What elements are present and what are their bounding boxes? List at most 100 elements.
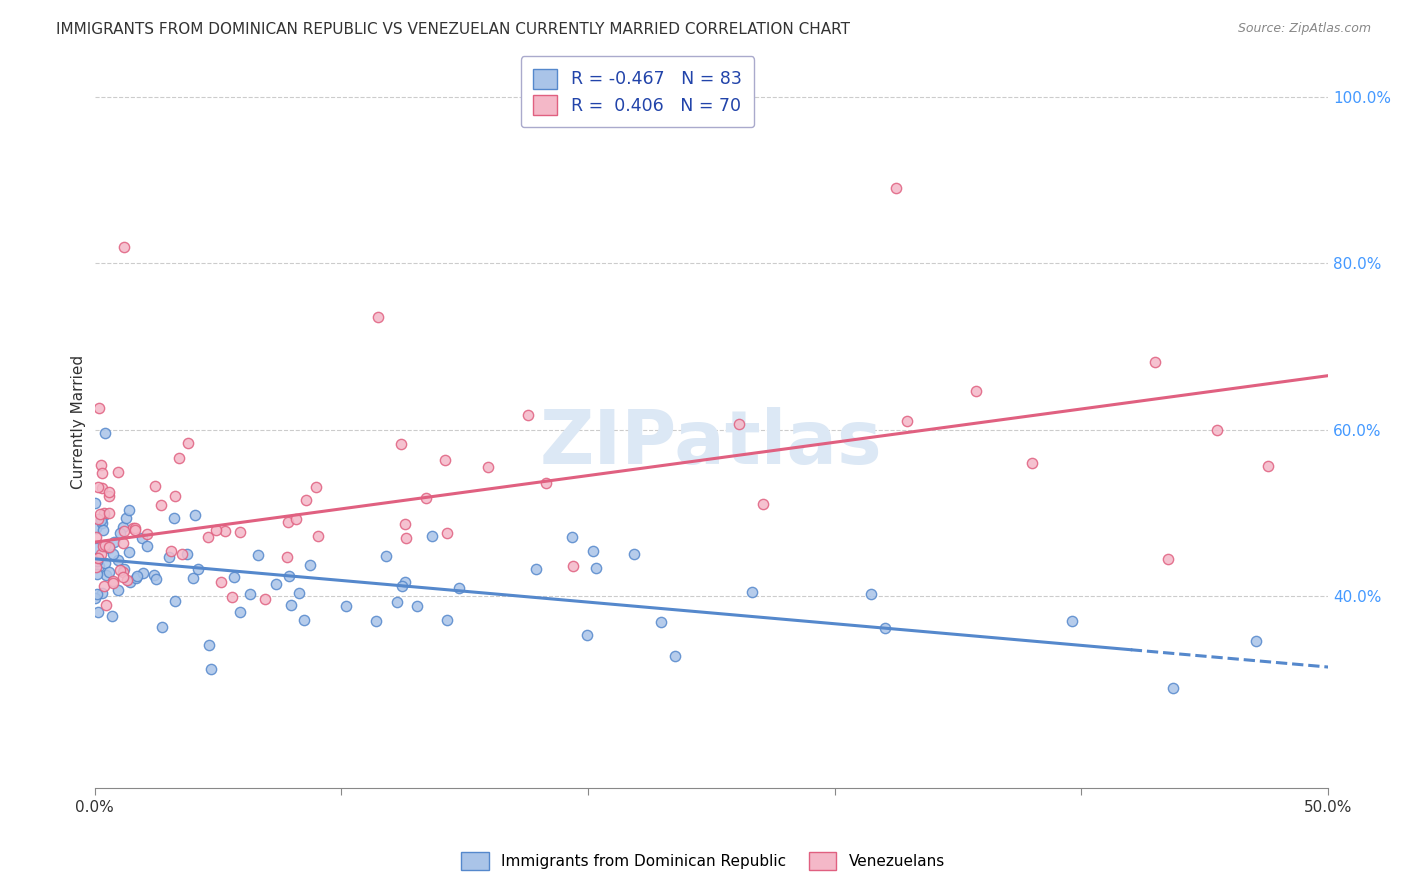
Point xyxy=(335,599,357,613)
Point xyxy=(741,585,763,599)
Point xyxy=(84,591,107,605)
Point xyxy=(112,562,135,576)
Point xyxy=(280,598,302,612)
Point xyxy=(177,436,200,450)
Point xyxy=(131,566,153,580)
Point xyxy=(160,544,183,558)
Point xyxy=(221,591,243,605)
Point xyxy=(98,540,121,554)
Text: IMMIGRANTS FROM DOMINICAN REPUBLIC VS VENEZUELAN CURRENTLY MARRIED CORRELATION C: IMMIGRANTS FROM DOMINICAN REPUBLIC VS VE… xyxy=(56,22,851,37)
Point xyxy=(1021,456,1043,470)
Point xyxy=(167,450,190,465)
Point xyxy=(110,563,132,577)
Point xyxy=(367,310,389,325)
Point xyxy=(197,530,219,544)
Point xyxy=(111,520,134,534)
Y-axis label: Currently Married: Currently Married xyxy=(72,354,86,489)
Point xyxy=(89,558,111,573)
Point xyxy=(886,181,908,195)
Point xyxy=(107,553,129,567)
Point xyxy=(118,503,141,517)
Point xyxy=(187,561,209,575)
Point xyxy=(366,614,388,628)
Point xyxy=(561,530,583,544)
Point xyxy=(184,508,207,522)
Point xyxy=(1244,633,1267,648)
Point xyxy=(516,408,538,422)
Point xyxy=(103,534,125,549)
Point xyxy=(91,516,114,530)
Point xyxy=(122,521,145,535)
Point xyxy=(124,521,146,535)
Point xyxy=(98,484,121,499)
Point xyxy=(86,512,108,526)
Point xyxy=(374,549,396,563)
Point xyxy=(1206,423,1229,437)
Point xyxy=(163,511,186,525)
Point xyxy=(110,526,132,541)
Point xyxy=(534,475,557,490)
Point xyxy=(159,550,181,565)
Point xyxy=(623,547,645,561)
Point xyxy=(253,592,276,607)
Point xyxy=(111,535,134,549)
Point xyxy=(124,523,146,537)
Point xyxy=(176,547,198,561)
Point xyxy=(752,497,775,511)
Point xyxy=(118,574,141,589)
Point xyxy=(89,507,111,521)
Text: Source: ZipAtlas.com: Source: ZipAtlas.com xyxy=(1237,22,1371,36)
Point xyxy=(115,574,138,588)
Point xyxy=(524,561,547,575)
Point xyxy=(582,543,605,558)
Point xyxy=(86,566,108,581)
Point xyxy=(97,541,120,556)
Point xyxy=(965,384,987,398)
Point xyxy=(90,513,112,527)
Point xyxy=(107,583,129,598)
Point xyxy=(86,554,108,568)
Point xyxy=(93,506,115,520)
Point xyxy=(394,575,416,590)
Point xyxy=(145,572,167,586)
Point xyxy=(278,569,301,583)
Point xyxy=(896,414,918,428)
Point xyxy=(87,550,110,565)
Point xyxy=(83,496,105,510)
Point xyxy=(94,426,117,441)
Point xyxy=(298,558,321,572)
Point xyxy=(91,586,114,600)
Point xyxy=(170,547,193,561)
Point xyxy=(93,508,115,523)
Point xyxy=(295,493,318,508)
Point xyxy=(575,628,598,642)
Point xyxy=(91,481,114,495)
Point xyxy=(391,579,413,593)
Point xyxy=(1163,681,1185,695)
Point xyxy=(91,523,114,537)
Point xyxy=(87,480,110,494)
Point xyxy=(477,459,499,474)
Point xyxy=(307,529,329,543)
Point xyxy=(125,569,148,583)
Point xyxy=(86,541,108,555)
Point xyxy=(97,506,120,520)
Point xyxy=(198,638,221,652)
Point xyxy=(163,489,186,503)
Point xyxy=(228,605,250,619)
Point xyxy=(209,574,232,589)
Point xyxy=(101,609,124,624)
Point xyxy=(136,526,159,541)
Point xyxy=(222,570,245,584)
Point xyxy=(111,565,134,579)
Point xyxy=(136,540,159,554)
Point xyxy=(1257,458,1279,473)
Legend: R = -0.467   N = 83, R =  0.406   N = 70: R = -0.467 N = 83, R = 0.406 N = 70 xyxy=(520,56,754,127)
Point xyxy=(214,524,236,538)
Point xyxy=(103,574,125,588)
Point xyxy=(239,587,262,601)
Point xyxy=(87,605,110,619)
Point xyxy=(103,547,125,561)
Point xyxy=(86,521,108,535)
Point xyxy=(285,512,308,526)
